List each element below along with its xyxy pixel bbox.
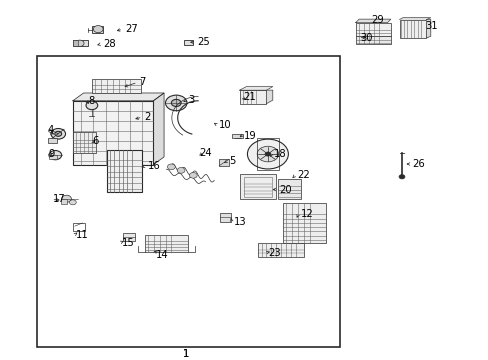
Text: 11: 11 bbox=[76, 230, 89, 240]
Bar bbox=[73, 132, 96, 153]
Bar bbox=[73, 40, 78, 46]
Polygon shape bbox=[399, 18, 430, 19]
Circle shape bbox=[75, 40, 84, 46]
Bar bbox=[107, 150, 142, 192]
Bar bbox=[257, 139, 279, 170]
Text: 9: 9 bbox=[48, 149, 54, 159]
Bar bbox=[122, 233, 135, 242]
Text: 20: 20 bbox=[279, 185, 292, 194]
Text: 1: 1 bbox=[183, 349, 189, 359]
Text: 31: 31 bbox=[424, 21, 437, 31]
Text: 14: 14 bbox=[156, 249, 168, 260]
Circle shape bbox=[69, 200, 76, 205]
Bar bbox=[92, 79, 141, 93]
Text: 5: 5 bbox=[228, 156, 235, 166]
Text: 8: 8 bbox=[88, 96, 95, 106]
Polygon shape bbox=[426, 19, 430, 38]
Circle shape bbox=[93, 26, 103, 33]
Text: 1: 1 bbox=[183, 349, 189, 359]
Bar bbox=[48, 139, 57, 143]
Bar bbox=[144, 235, 188, 252]
Text: 6: 6 bbox=[92, 136, 99, 146]
Bar bbox=[239, 174, 276, 199]
Circle shape bbox=[398, 175, 404, 179]
Bar bbox=[277, 179, 301, 199]
Circle shape bbox=[177, 167, 184, 173]
Bar bbox=[73, 101, 153, 165]
Bar bbox=[61, 199, 67, 204]
Text: 24: 24 bbox=[199, 148, 212, 158]
Bar bbox=[220, 213, 230, 221]
Text: 29: 29 bbox=[370, 15, 383, 25]
Text: 10: 10 bbox=[219, 120, 231, 130]
Text: 28: 28 bbox=[103, 39, 116, 49]
Bar bbox=[49, 155, 57, 159]
Circle shape bbox=[247, 139, 288, 169]
Bar bbox=[73, 40, 88, 46]
Text: 17: 17 bbox=[53, 194, 66, 204]
Bar bbox=[92, 26, 102, 33]
Bar bbox=[73, 223, 85, 231]
Circle shape bbox=[171, 99, 181, 107]
Text: 12: 12 bbox=[300, 209, 313, 219]
Text: 16: 16 bbox=[148, 161, 161, 171]
Bar bbox=[282, 203, 326, 243]
Bar bbox=[37, 56, 339, 347]
Bar bbox=[183, 40, 193, 45]
Text: 30: 30 bbox=[360, 33, 372, 42]
Circle shape bbox=[264, 152, 270, 156]
Bar bbox=[355, 36, 390, 44]
Circle shape bbox=[257, 146, 278, 162]
Circle shape bbox=[61, 195, 71, 202]
Text: 25: 25 bbox=[197, 37, 209, 47]
Text: 22: 22 bbox=[297, 170, 309, 180]
Circle shape bbox=[165, 95, 186, 111]
Text: 27: 27 bbox=[125, 24, 138, 34]
Text: 2: 2 bbox=[144, 112, 151, 122]
Circle shape bbox=[86, 101, 98, 110]
Text: 13: 13 bbox=[233, 216, 246, 226]
Bar bbox=[355, 23, 390, 36]
Text: 23: 23 bbox=[267, 248, 280, 258]
Polygon shape bbox=[153, 93, 163, 165]
Bar bbox=[219, 159, 228, 166]
Circle shape bbox=[189, 172, 197, 178]
Circle shape bbox=[167, 164, 175, 170]
Text: 21: 21 bbox=[243, 91, 256, 102]
Text: 18: 18 bbox=[273, 149, 286, 159]
Text: 3: 3 bbox=[188, 95, 194, 105]
Circle shape bbox=[49, 150, 61, 160]
Text: 4: 4 bbox=[48, 125, 54, 135]
Circle shape bbox=[55, 131, 61, 136]
Bar bbox=[243, 177, 271, 197]
Text: 15: 15 bbox=[122, 238, 134, 248]
Circle shape bbox=[51, 129, 65, 139]
Text: 26: 26 bbox=[412, 159, 425, 169]
Polygon shape bbox=[73, 93, 163, 101]
Text: 7: 7 bbox=[140, 77, 146, 87]
Bar bbox=[258, 243, 304, 257]
Polygon shape bbox=[239, 87, 272, 90]
Bar bbox=[239, 90, 266, 104]
Polygon shape bbox=[266, 90, 272, 104]
Bar bbox=[399, 19, 426, 38]
Text: 19: 19 bbox=[243, 131, 256, 141]
Bar bbox=[232, 134, 243, 139]
Polygon shape bbox=[355, 19, 390, 23]
